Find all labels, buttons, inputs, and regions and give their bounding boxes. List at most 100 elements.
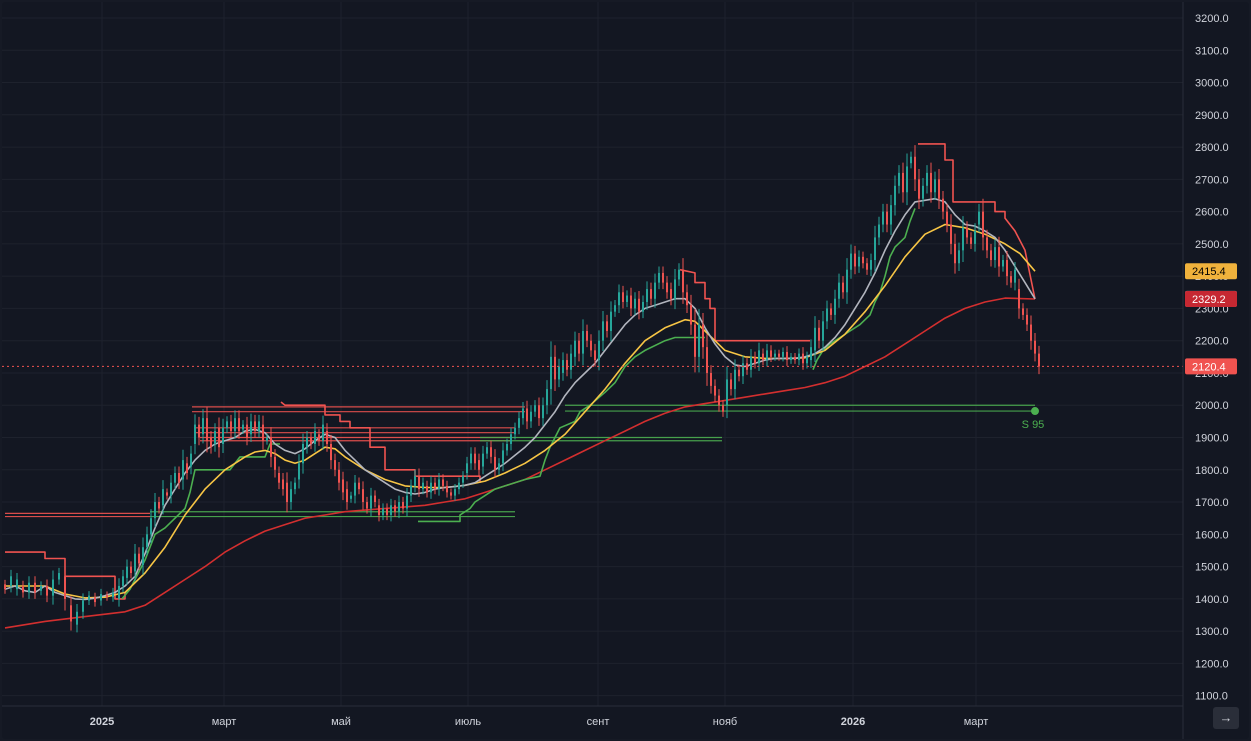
candle-body <box>518 418 520 428</box>
candle-body <box>962 227 964 251</box>
price-tick-label: 2900.0 <box>1195 110 1229 122</box>
candle-body <box>758 350 760 364</box>
candle-body <box>934 179 936 193</box>
candle-body <box>134 553 136 572</box>
candle-body <box>658 272 660 283</box>
candle-body <box>322 424 324 441</box>
time-tick-label: сент <box>587 716 610 728</box>
candle-body <box>966 227 968 238</box>
candle-body <box>10 576 12 586</box>
candle-body <box>630 295 632 309</box>
candle-body <box>902 172 904 193</box>
candle-body <box>738 369 740 377</box>
price-tick-label: 2800.0 <box>1195 142 1229 154</box>
candle-body <box>854 253 856 267</box>
price-badge-label: 2415.4 <box>1192 266 1226 278</box>
signal-label: S 95 <box>1022 419 1045 431</box>
price-tick-label: 3000.0 <box>1195 78 1229 90</box>
candle-body <box>302 443 304 464</box>
candle-body <box>550 356 552 390</box>
candle-body <box>714 385 716 396</box>
candle-body <box>350 495 352 499</box>
candle-body <box>330 443 332 461</box>
candle-body <box>266 437 268 441</box>
candle-body <box>482 453 484 467</box>
candle-body <box>926 172 928 186</box>
candle-body <box>850 253 852 270</box>
price-badge <box>1185 358 1237 375</box>
candle-body <box>378 505 380 515</box>
candle-body <box>76 611 78 625</box>
candle-body <box>434 482 436 490</box>
candle-body <box>690 305 692 325</box>
candle-body <box>886 211 888 225</box>
price-tick-label: 2500.0 <box>1195 239 1229 251</box>
price-tick-label: 2600.0 <box>1195 207 1229 219</box>
time-tick-label: май <box>331 716 351 728</box>
time-tick-label: март <box>212 716 237 728</box>
candle-body <box>470 453 472 464</box>
candle-body <box>546 389 548 406</box>
candle-body <box>826 308 828 322</box>
candle-body <box>698 324 700 357</box>
time-axis[interactable]: 2025 март май июль сент нояб 2026 март <box>2 705 1183 728</box>
candle-body <box>526 408 528 422</box>
candle-body <box>294 482 296 490</box>
candle-body <box>342 479 344 493</box>
time-tick-label: июль <box>455 716 482 728</box>
time-tick-label: нояб <box>713 716 737 728</box>
price-tick-label: 2000.0 <box>1195 400 1229 412</box>
time-tick-label: 2026 <box>841 716 865 728</box>
candle-body <box>122 576 124 586</box>
price-tick-label: 1700.0 <box>1195 497 1229 509</box>
candle-body <box>682 269 684 293</box>
candle-body <box>646 289 648 302</box>
candle-body <box>622 292 624 302</box>
price-tick-label: 1600.0 <box>1195 529 1229 541</box>
price-tick-label: 3200.0 <box>1195 13 1229 25</box>
candle-body <box>638 298 640 312</box>
candle-body <box>778 353 780 357</box>
candle-body <box>490 447 492 457</box>
candle-body <box>382 508 384 515</box>
candle-body <box>558 366 560 380</box>
candle-body <box>182 460 184 480</box>
candle-body <box>1030 324 1032 341</box>
candle-body <box>534 405 536 412</box>
candle-body <box>662 272 664 283</box>
candle-body <box>606 321 608 332</box>
candle-body <box>290 489 292 503</box>
candle-body <box>982 211 984 238</box>
candle-body <box>214 431 216 444</box>
candle-body <box>190 453 192 467</box>
candle-body <box>942 198 944 212</box>
candle-body <box>506 443 508 451</box>
candle-body <box>454 489 456 496</box>
candle-body <box>802 353 804 364</box>
candle-body <box>834 298 836 315</box>
candle-body <box>702 324 704 348</box>
candle-body <box>1002 260 1004 267</box>
candle-body <box>878 224 880 238</box>
candle-body <box>538 405 540 419</box>
candle-body <box>1010 276 1012 283</box>
candle-body <box>222 427 224 444</box>
candle-body <box>1018 289 1020 309</box>
price-badge-label: 2329.2 <box>1192 294 1226 306</box>
signal-dot[interactable] <box>1031 407 1039 416</box>
support-line <box>812 208 916 371</box>
candle-body <box>1038 353 1040 367</box>
candle-body <box>494 456 496 470</box>
scroll-to-realtime-button[interactable]: → <box>1213 707 1239 729</box>
candle-body <box>754 356 756 364</box>
candle-body <box>814 327 816 351</box>
candle-body <box>650 289 652 299</box>
candle-body <box>1006 260 1008 277</box>
candle-body <box>1022 308 1024 315</box>
candle-body <box>838 282 840 299</box>
ema-slow-line <box>4 297 1036 629</box>
candle-body <box>602 321 604 341</box>
candle-body <box>474 453 476 464</box>
candle-body <box>262 424 264 441</box>
